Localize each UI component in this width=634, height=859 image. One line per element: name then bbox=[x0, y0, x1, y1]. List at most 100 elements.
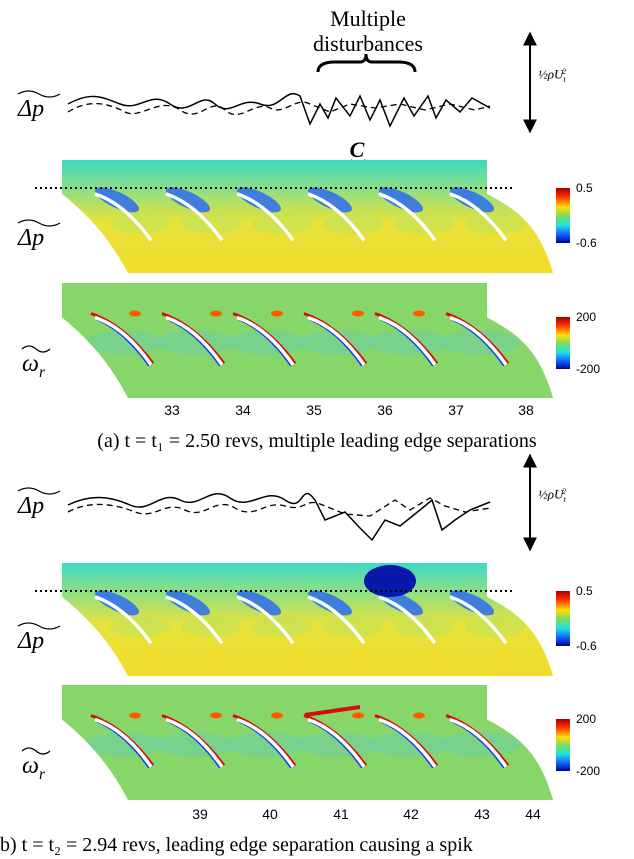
trace-dashed bbox=[67, 497, 491, 517]
pressure-label: Δp bbox=[17, 628, 44, 654]
vortex bbox=[494, 712, 506, 719]
wake bbox=[85, 330, 165, 355]
blade bbox=[236, 717, 295, 768]
wake bbox=[227, 330, 307, 355]
low-pressure bbox=[236, 590, 282, 616]
vortex bbox=[413, 712, 425, 719]
colorbar-label: 0.5 bbox=[576, 181, 593, 195]
tilde bbox=[17, 487, 61, 495]
x-tick-label: 35 bbox=[306, 402, 322, 418]
scale-label-sub: t bbox=[563, 494, 566, 504]
low-pressure bbox=[449, 590, 495, 616]
x-tick-label: 36 bbox=[377, 402, 393, 418]
pressure-contour bbox=[62, 160, 553, 273]
colorbar bbox=[556, 188, 570, 243]
wake bbox=[85, 732, 165, 757]
blade bbox=[307, 717, 366, 768]
blade bbox=[94, 192, 153, 242]
colorbar-label: -0.6 bbox=[576, 639, 597, 653]
blade bbox=[165, 315, 224, 366]
trace-label: Δp bbox=[17, 493, 44, 519]
colorbar-label: -0.6 bbox=[576, 236, 597, 250]
blade bbox=[94, 315, 153, 366]
tilde bbox=[17, 219, 61, 227]
blade bbox=[449, 717, 508, 768]
blade bbox=[378, 717, 437, 768]
vortex bbox=[210, 712, 222, 719]
wake bbox=[156, 732, 236, 757]
low-pressure bbox=[165, 187, 211, 213]
blade bbox=[236, 192, 295, 242]
low-pressure bbox=[165, 590, 211, 616]
x-tick-label: 33 bbox=[164, 402, 180, 418]
x-tick-label: 41 bbox=[333, 806, 349, 822]
caption: (a) t = t₁ = 2.50 revs, multiple leading… bbox=[97, 430, 537, 452]
vortex bbox=[352, 712, 364, 719]
brace bbox=[316, 53, 417, 73]
blade bbox=[449, 595, 508, 645]
caption: b) t = t₂ = 2.94 revs, leading edge sepa… bbox=[0, 834, 473, 856]
vortex bbox=[129, 310, 141, 317]
blade bbox=[94, 717, 153, 768]
spike bbox=[364, 565, 416, 597]
trace-solid bbox=[67, 93, 491, 128]
trace-label: Δp bbox=[17, 96, 44, 122]
low-pressure bbox=[449, 187, 495, 213]
vorticity-label: ωr bbox=[22, 753, 46, 783]
x-tick-label: 44 bbox=[525, 806, 541, 822]
blade bbox=[165, 595, 224, 645]
vortex bbox=[271, 712, 283, 719]
vorticity-label-sub: r bbox=[39, 364, 46, 381]
vortex bbox=[129, 712, 141, 719]
colorbar bbox=[556, 317, 570, 369]
blade bbox=[378, 192, 437, 242]
scale-label-base: ½ρU bbox=[538, 487, 565, 502]
low-pressure bbox=[236, 187, 282, 213]
scale-label-sup: 2 bbox=[562, 486, 567, 496]
x-tick-label: 43 bbox=[474, 806, 490, 822]
colorbar-label: -200 bbox=[576, 764, 600, 778]
wake bbox=[298, 330, 378, 355]
vorticity-contour bbox=[62, 685, 553, 800]
blade bbox=[165, 717, 224, 768]
vorticity-label: ωr bbox=[22, 351, 46, 381]
vortex bbox=[271, 310, 283, 317]
blade bbox=[165, 192, 224, 242]
tilde bbox=[21, 747, 51, 755]
vortex bbox=[210, 310, 222, 317]
colorbar-label: 0.5 bbox=[576, 584, 593, 598]
low-pressure bbox=[94, 590, 140, 616]
blade bbox=[94, 595, 153, 645]
low-pressure bbox=[307, 187, 353, 213]
low-pressure bbox=[94, 187, 140, 213]
wake bbox=[156, 330, 236, 355]
colorbar bbox=[556, 719, 570, 771]
arrow-label: C bbox=[350, 137, 365, 162]
blade bbox=[307, 192, 366, 242]
wake bbox=[369, 330, 449, 355]
trace-solid bbox=[67, 492, 491, 542]
x-tick-label: 42 bbox=[403, 806, 419, 822]
pressure-contour bbox=[62, 563, 553, 676]
annotation: Multiple bbox=[330, 6, 406, 31]
blade bbox=[449, 315, 508, 366]
blade bbox=[307, 595, 366, 645]
vorticity-label-base: ω bbox=[22, 753, 39, 779]
vorticity-label-sub: r bbox=[39, 766, 46, 783]
blade bbox=[378, 315, 437, 366]
trace-dashed bbox=[67, 101, 491, 116]
scale-label: ½ρUt2 bbox=[538, 486, 567, 504]
tilde bbox=[17, 90, 61, 98]
scale-label: ½ρUt2 bbox=[538, 66, 567, 84]
spike bbox=[304, 705, 361, 717]
x-tick-label: 40 bbox=[262, 806, 278, 822]
vorticity-contour bbox=[62, 283, 553, 398]
pressure-label: Δp bbox=[17, 225, 44, 251]
wake bbox=[227, 732, 307, 757]
wake bbox=[440, 330, 520, 355]
vortex bbox=[413, 310, 425, 317]
low-pressure bbox=[307, 590, 353, 616]
wake bbox=[369, 732, 449, 757]
